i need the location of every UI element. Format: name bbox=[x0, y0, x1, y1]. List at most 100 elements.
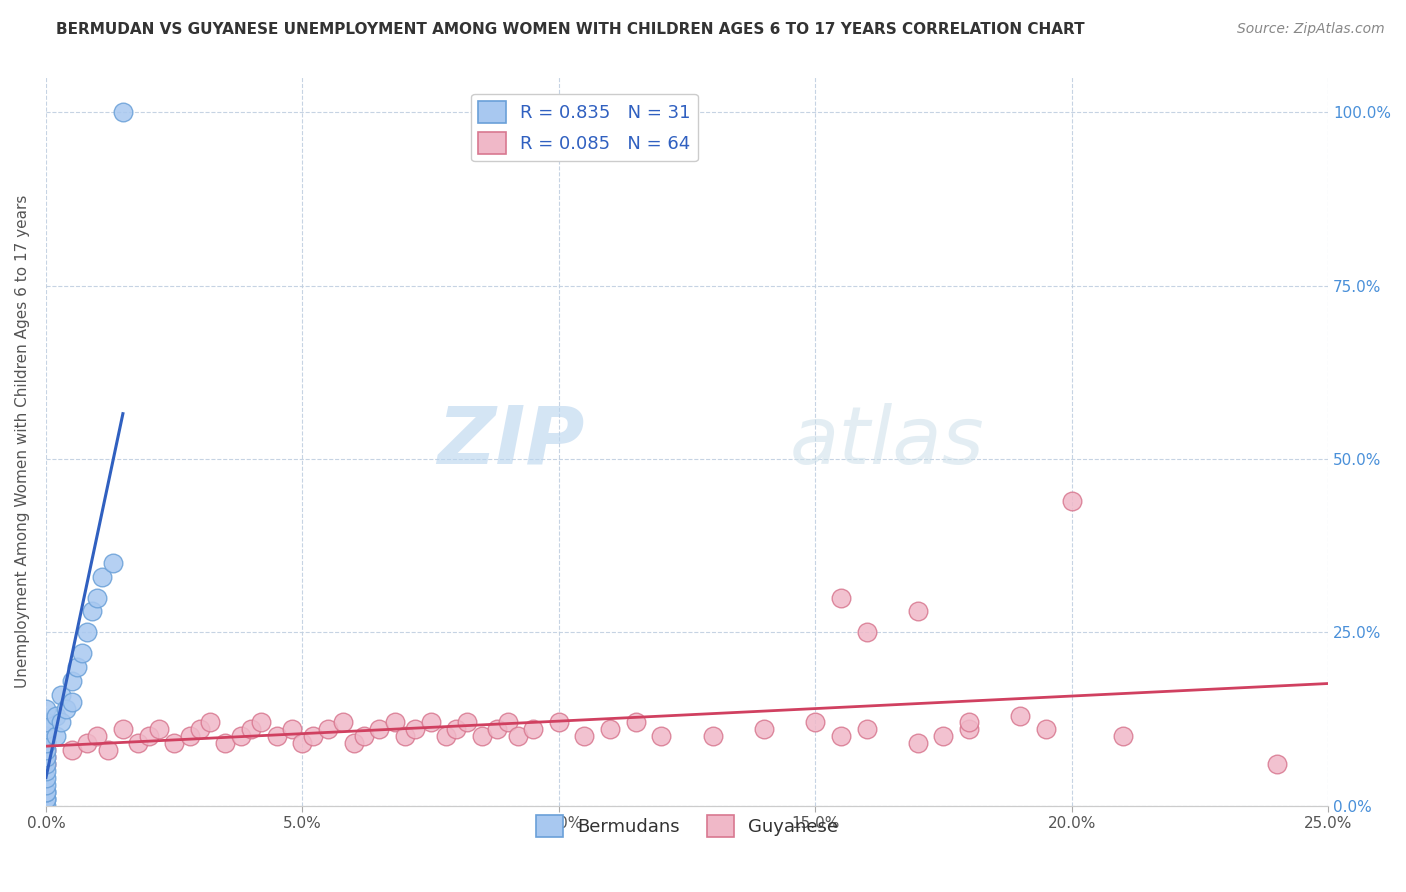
Point bbox=[70, 646, 93, 660]
Point bbox=[60, 673, 83, 688]
Point bbox=[55, 701, 77, 715]
Point bbox=[394, 729, 416, 743]
Point bbox=[624, 715, 647, 730]
Point bbox=[82, 605, 104, 619]
Point bbox=[384, 715, 406, 730]
Point bbox=[343, 736, 366, 750]
Point bbox=[932, 729, 955, 743]
Point bbox=[35, 736, 58, 750]
Point bbox=[76, 625, 98, 640]
Point bbox=[101, 556, 124, 570]
Point bbox=[163, 736, 186, 750]
Point bbox=[506, 729, 529, 743]
Point bbox=[35, 798, 58, 813]
Point bbox=[650, 729, 672, 743]
Point bbox=[111, 105, 134, 120]
Point bbox=[830, 729, 852, 743]
Point bbox=[188, 723, 211, 737]
Point bbox=[957, 715, 980, 730]
Point bbox=[51, 688, 73, 702]
Point bbox=[35, 729, 58, 743]
Point bbox=[353, 729, 375, 743]
Point bbox=[332, 715, 354, 730]
Point bbox=[35, 723, 58, 737]
Point bbox=[599, 723, 621, 737]
Point bbox=[1112, 729, 1135, 743]
Point bbox=[127, 736, 149, 750]
Point bbox=[148, 723, 170, 737]
Point bbox=[35, 757, 58, 772]
Point bbox=[60, 695, 83, 709]
Text: Source: ZipAtlas.com: Source: ZipAtlas.com bbox=[1237, 22, 1385, 37]
Point bbox=[907, 736, 929, 750]
Point bbox=[486, 723, 509, 737]
Point bbox=[35, 743, 58, 757]
Point bbox=[35, 778, 58, 792]
Point bbox=[574, 729, 596, 743]
Point bbox=[138, 729, 160, 743]
Point bbox=[957, 723, 980, 737]
Point bbox=[35, 764, 58, 778]
Point bbox=[229, 729, 252, 743]
Point bbox=[907, 605, 929, 619]
Point bbox=[471, 729, 494, 743]
Point bbox=[35, 750, 58, 764]
Point bbox=[855, 723, 877, 737]
Point bbox=[446, 723, 468, 737]
Text: atlas: atlas bbox=[790, 402, 984, 481]
Point bbox=[281, 723, 304, 737]
Point bbox=[266, 729, 288, 743]
Point bbox=[35, 771, 58, 785]
Point bbox=[35, 729, 58, 743]
Point bbox=[91, 570, 114, 584]
Point bbox=[250, 715, 273, 730]
Point bbox=[96, 743, 118, 757]
Point bbox=[35, 791, 58, 805]
Point bbox=[368, 723, 391, 737]
Point bbox=[1010, 708, 1032, 723]
Text: ZIP: ZIP bbox=[437, 402, 585, 481]
Point bbox=[522, 723, 544, 737]
Point bbox=[291, 736, 314, 750]
Point bbox=[240, 723, 263, 737]
Point bbox=[1035, 723, 1057, 737]
Legend: Bermudans, Guyanese: Bermudans, Guyanese bbox=[529, 807, 845, 844]
Point bbox=[51, 715, 73, 730]
Point bbox=[45, 729, 67, 743]
Point bbox=[752, 723, 775, 737]
Point bbox=[547, 715, 569, 730]
Point bbox=[214, 736, 236, 750]
Point bbox=[60, 743, 83, 757]
Point bbox=[830, 591, 852, 605]
Point bbox=[86, 729, 108, 743]
Point bbox=[35, 715, 58, 730]
Point bbox=[198, 715, 221, 730]
Point bbox=[66, 660, 89, 674]
Point bbox=[496, 715, 519, 730]
Point bbox=[702, 729, 724, 743]
Point bbox=[35, 785, 58, 799]
Point bbox=[35, 791, 58, 805]
Point bbox=[404, 723, 426, 737]
Point bbox=[76, 736, 98, 750]
Point bbox=[1060, 493, 1083, 508]
Point bbox=[35, 736, 58, 750]
Y-axis label: Unemployment Among Women with Children Ages 6 to 17 years: Unemployment Among Women with Children A… bbox=[15, 194, 30, 689]
Point bbox=[179, 729, 201, 743]
Point bbox=[35, 757, 58, 772]
Point bbox=[111, 723, 134, 737]
Point bbox=[316, 723, 339, 737]
Text: BERMUDAN VS GUYANESE UNEMPLOYMENT AMONG WOMEN WITH CHILDREN AGES 6 TO 17 YEARS C: BERMUDAN VS GUYANESE UNEMPLOYMENT AMONG … bbox=[56, 22, 1085, 37]
Point bbox=[86, 591, 108, 605]
Point bbox=[456, 715, 478, 730]
Point bbox=[855, 625, 877, 640]
Point bbox=[35, 701, 58, 715]
Point bbox=[35, 750, 58, 764]
Point bbox=[804, 715, 827, 730]
Point bbox=[419, 715, 441, 730]
Point bbox=[301, 729, 323, 743]
Point bbox=[434, 729, 457, 743]
Point bbox=[35, 785, 58, 799]
Point bbox=[35, 743, 58, 757]
Point bbox=[1265, 757, 1288, 772]
